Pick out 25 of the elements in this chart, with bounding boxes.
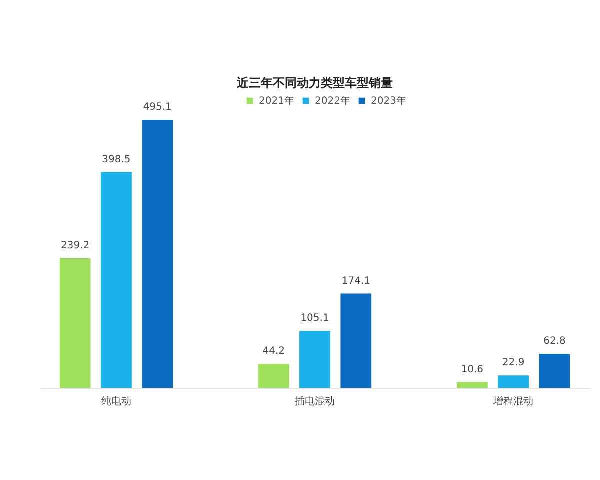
- bar: [456, 382, 488, 388]
- bar: [498, 376, 529, 388]
- bar: [101, 172, 132, 388]
- legend-label: 2022年: [315, 95, 350, 107]
- data-label: 22.9: [502, 358, 525, 369]
- bar: [258, 364, 290, 388]
- data-label: 239.2: [60, 240, 90, 252]
- data-label: 174.1: [342, 276, 370, 287]
- bar: [539, 354, 570, 388]
- legend-label: 2023年: [371, 95, 406, 107]
- bar: [142, 120, 174, 388]
- data-label: 62.8: [544, 336, 566, 348]
- bar: [60, 258, 91, 388]
- x-tick-label: 纯电动: [101, 396, 132, 408]
- data-label: 44.2: [262, 346, 285, 358]
- bar: [340, 294, 372, 388]
- bar: [300, 331, 330, 388]
- legend-label: 2021年: [259, 95, 294, 107]
- data-label: 495.1: [143, 102, 172, 113]
- data-label: 105.1: [300, 313, 330, 324]
- data-label: 10.6: [461, 364, 484, 376]
- x-tick-label: 插电混动: [295, 396, 335, 408]
- data-label: 398.5: [102, 154, 131, 166]
- x-tick-label: 增程混动: [492, 396, 534, 408]
- chart-title: 近三年不同动力类型车型销量: [236, 76, 393, 90]
